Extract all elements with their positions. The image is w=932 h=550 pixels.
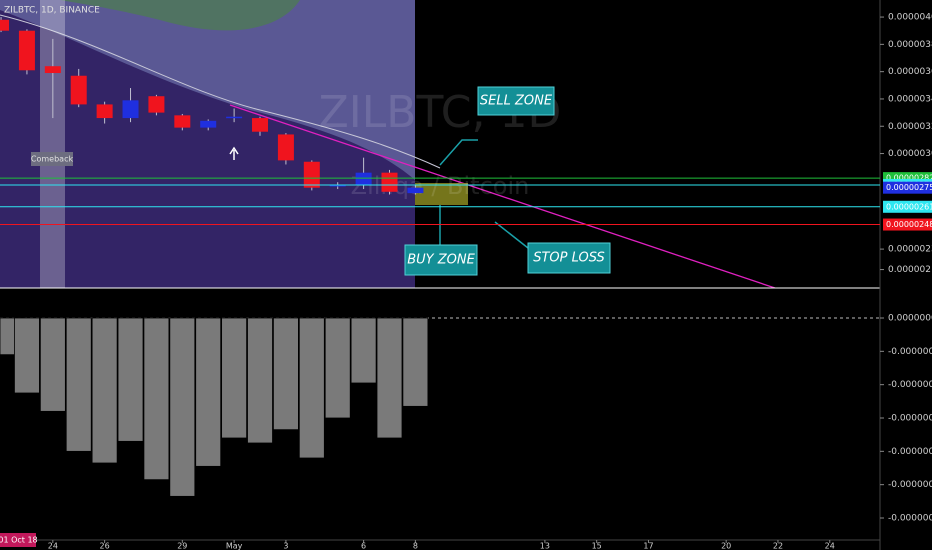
sell-zone-label: SELL ZONE [480, 94, 553, 109]
decorations [0, 0, 776, 288]
level-label-box [883, 200, 932, 213]
y-tick-label: 0.00000000 [888, 314, 932, 324]
histogram-bar [65, 317, 92, 452]
cloud-upper [0, 0, 415, 180]
watermark-subtitle: Zilliqa / Bitcoin [351, 172, 530, 200]
arrow [229, 146, 239, 160]
histogram-bar [402, 317, 429, 407]
sell-pointer [439, 139, 478, 166]
y-tick-label: -0.00000010 [888, 480, 932, 490]
x-tick-label: May [226, 542, 243, 550]
candle-body [381, 172, 398, 192]
histogram-bar [143, 317, 170, 481]
level-label: 0.00000275 [886, 183, 932, 192]
comeback-label-box [31, 152, 73, 166]
level-label: 0.00000282 [886, 174, 932, 183]
trend-line [229, 104, 776, 288]
y-tick-label: -0.00000002 [888, 347, 932, 357]
x-tick-label: 24 [825, 542, 835, 550]
histogram-bar [169, 317, 196, 497]
histogram-bar [117, 317, 144, 442]
buy-zone-label: BUY ZONE [407, 253, 475, 268]
candle-body [226, 116, 243, 119]
histogram-bar [39, 317, 66, 412]
candle-body [252, 118, 269, 132]
histogram-bar [376, 317, 403, 439]
x-tick-label: 6 [361, 542, 366, 550]
crosshair-date-box [0, 533, 36, 547]
candle-body [174, 115, 191, 128]
x-tick-label: 20 [721, 542, 731, 550]
stop-loss-box [527, 242, 611, 274]
y-tick-label: 0.00000340 [888, 94, 932, 104]
histogram-bar [221, 317, 248, 439]
histogram-bar [14, 317, 40, 394]
buy-zone-box [415, 183, 468, 205]
stop-pointer [494, 221, 529, 249]
crosshair-date: 01 Oct 18 [0, 536, 38, 545]
candle-body [355, 172, 372, 185]
sell-zone-box [477, 86, 555, 116]
x-tick-label: 13 [540, 542, 550, 550]
level-label: 0.00000248 [886, 220, 932, 229]
x-tick-label: 26 [100, 542, 110, 550]
stop-loss-label: STOP LOSS [533, 251, 605, 266]
candle-body [277, 134, 294, 161]
cloud-green [60, 0, 300, 31]
candle-body [303, 161, 320, 188]
y-tick-label: -0.00000006 [888, 414, 932, 424]
level-label-box [883, 181, 932, 194]
y-tick-label: 0.00000215 [888, 265, 932, 275]
y-tick-label: 0.00000400 [888, 13, 932, 23]
level-label-box [883, 218, 932, 231]
histogram-bar [324, 317, 351, 419]
histogram-bar [247, 317, 273, 444]
y-tick-label: -0.00000004 [888, 380, 932, 390]
candle-body [18, 30, 35, 71]
x-tick-label: 24 [48, 542, 58, 550]
histogram-bar [91, 317, 118, 464]
y-tick-label: 0.00000230 [888, 245, 932, 255]
x-tick-label: 15 [592, 542, 602, 550]
moving-average [0, 14, 441, 169]
candle-body [407, 187, 424, 194]
candle-body [96, 104, 113, 119]
level-label: 0.00000261 [886, 202, 932, 211]
candle-body [122, 100, 139, 119]
candle-body [148, 96, 165, 113]
candle-body [44, 66, 61, 74]
candle-body [329, 184, 346, 187]
y-tick-label: 0.00000380 [888, 40, 932, 50]
y-tick-label: 0.00000360 [888, 67, 932, 77]
buy-zone-box-label [404, 244, 478, 276]
candles [0, 17, 424, 195]
histogram-bar [298, 317, 325, 459]
candle-body [70, 75, 87, 105]
candle-body [0, 19, 10, 31]
x-tick-label: 3 [283, 542, 288, 550]
y-tick-label: 0.00000300 [888, 149, 932, 159]
comeback-label: Comeback [31, 155, 74, 164]
y-tick-label: -0.00000012 [888, 514, 932, 524]
y-tick-label: 0.00000320 [888, 122, 932, 132]
y-tick-label: -0.00000008 [888, 447, 932, 457]
histogram-bar [195, 317, 222, 467]
x-tick-label: 17 [643, 542, 653, 550]
x-tick-label: 29 [177, 542, 187, 550]
histogram-bar [350, 317, 377, 384]
symbol-header: ZILBTC, 1D, BINANCE [4, 6, 100, 16]
histogram-bar [273, 317, 299, 431]
x-tick-label: 22 [773, 542, 783, 550]
candle-body [200, 120, 217, 128]
x-tick-label: 8 [413, 542, 418, 550]
